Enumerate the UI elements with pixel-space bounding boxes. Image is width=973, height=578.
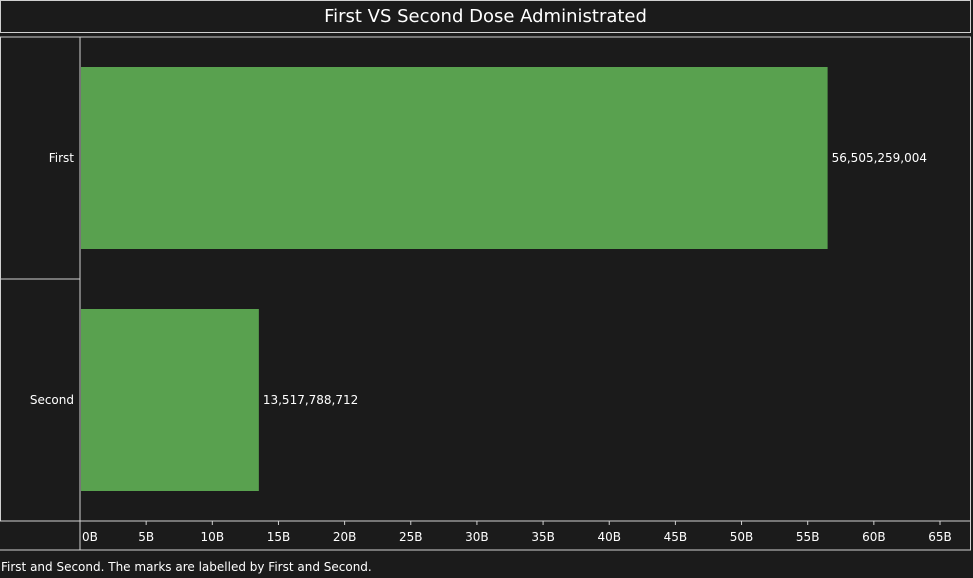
bar [81, 67, 828, 249]
x-tick-label: 65B [928, 530, 952, 544]
chart-title-bar: First VS Second Dose Administrated [0, 0, 971, 33]
x-tick-label: 15B [267, 530, 291, 544]
x-tick-label: 45B [664, 530, 688, 544]
data-label: 56,505,259,004 [832, 151, 927, 165]
x-tick-label: 10B [201, 530, 225, 544]
x-tick-label: 40B [597, 530, 621, 544]
x-tick-label: 25B [399, 530, 423, 544]
x-tick-label: 5B [138, 530, 154, 544]
x-tick-label: 55B [796, 530, 820, 544]
x-tick-label: 50B [730, 530, 754, 544]
chart-title: First VS Second Dose Administrated [324, 6, 647, 27]
x-tick-label: 0B [82, 530, 98, 544]
x-tick-label: 60B [862, 530, 886, 544]
data-label: 13,517,788,712 [263, 393, 358, 407]
chart-caption: First and Second. The marks are labelled… [1, 560, 372, 574]
category-label: First [49, 151, 75, 165]
category-label: Second [30, 393, 74, 407]
x-tick-label: 30B [465, 530, 489, 544]
x-tick-label: 20B [333, 530, 357, 544]
x-tick-label: 35B [531, 530, 555, 544]
bar [81, 309, 259, 491]
